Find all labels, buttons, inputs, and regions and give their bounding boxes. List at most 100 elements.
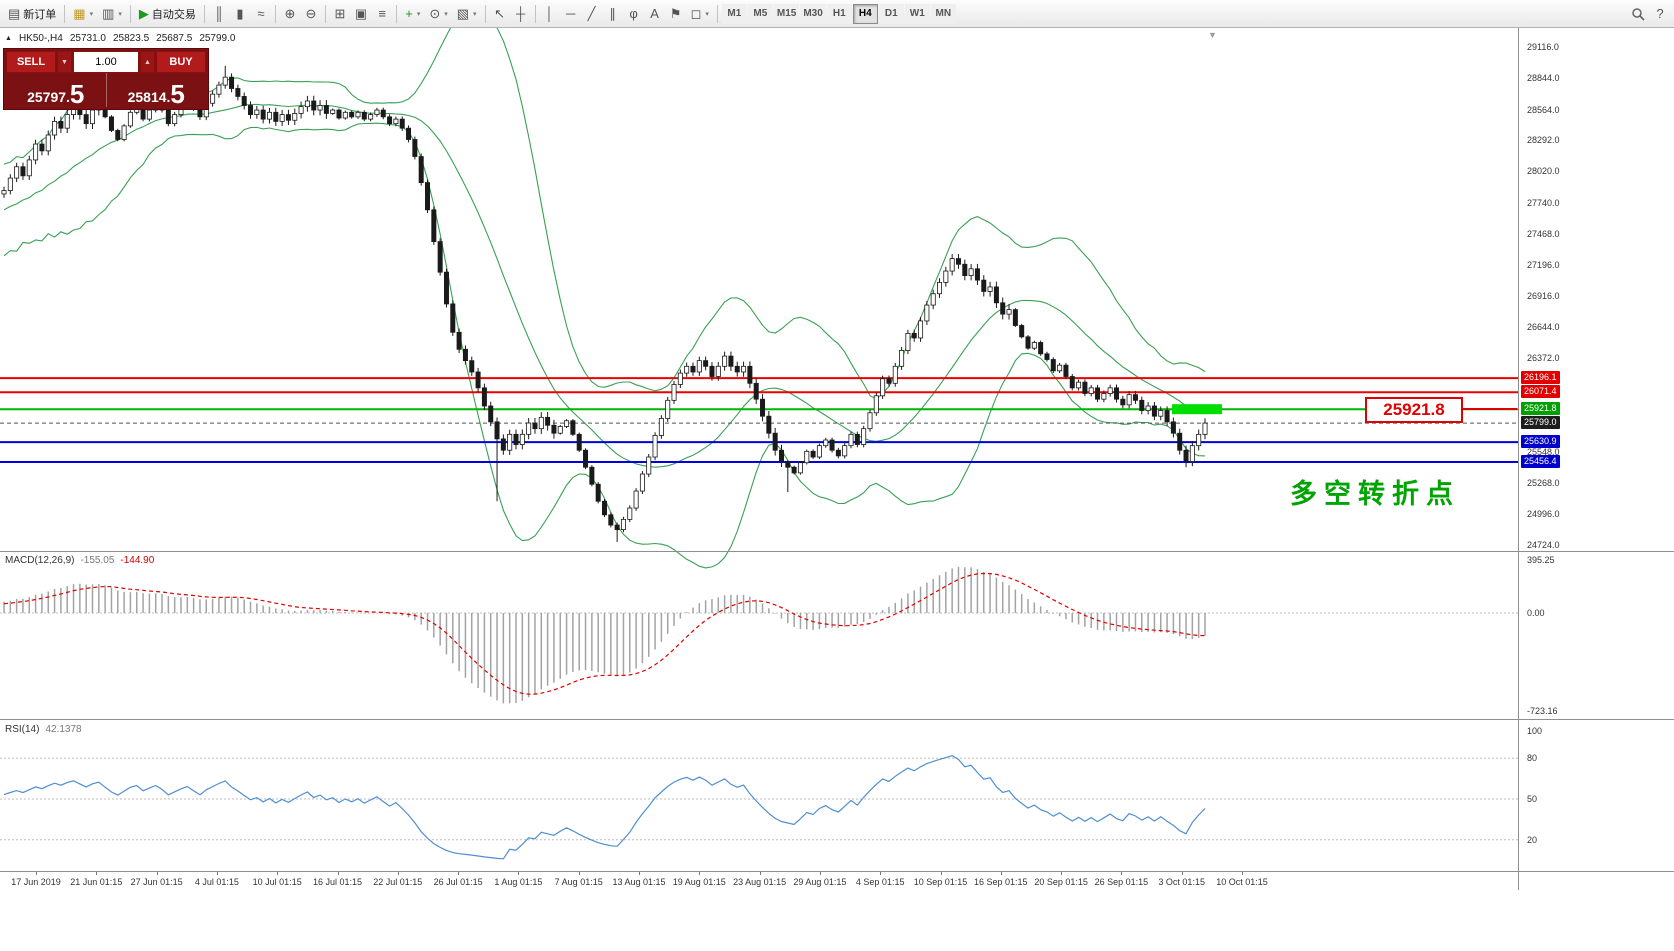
timeframe-w1-button[interactable]: W1 bbox=[904, 3, 930, 24]
volume-up-button[interactable]: ▲ bbox=[140, 51, 155, 73]
price-chart[interactable] bbox=[0, 28, 1518, 890]
profiles-icon: ▥ bbox=[102, 6, 115, 21]
play-icon: ▶ bbox=[138, 6, 149, 21]
time-axis-label: 23 Aug 01:15 bbox=[733, 877, 787, 887]
price-axis[interactable]: 29116.0 28844.0 28564.0 28292.0 28020.0 27740… bbox=[1518, 28, 1674, 890]
crosshair-tool-button[interactable]: ┼ bbox=[511, 3, 531, 25]
price-callout-label[interactable]: 25921.8 bbox=[1365, 397, 1463, 423]
volume-down-button[interactable]: ▼ bbox=[57, 51, 72, 73]
toolbar-separator bbox=[324, 4, 326, 23]
new-chart-icon: ▦ bbox=[73, 6, 86, 21]
candlestick-chart-button[interactable]: ▮ bbox=[230, 3, 250, 25]
pane-separator[interactable] bbox=[0, 551, 1674, 552]
sell-price-big-digit: 5 bbox=[69, 78, 85, 109]
price-axis-label: 25268.0 bbox=[1527, 478, 1560, 489]
search-icon bbox=[1632, 7, 1645, 21]
template-icon: ▧ bbox=[456, 6, 470, 21]
chart-shift-marker[interactable]: ▼ bbox=[1208, 30, 1217, 40]
sell-price[interactable]: 25797. 5 bbox=[6, 73, 106, 107]
tile-windows-button[interactable]: ⊞ bbox=[330, 3, 350, 25]
shapes-tool-button[interactable]: ◻ ▾ bbox=[687, 3, 713, 25]
vertical-line-tool-button[interactable]: │ bbox=[540, 3, 560, 25]
highlight-zone-rectangle[interactable] bbox=[1172, 404, 1222, 415]
indicators-button[interactable]: + ▾ bbox=[401, 3, 424, 25]
profiles-button[interactable]: ▥ ▾ bbox=[98, 3, 126, 25]
pane-separator[interactable] bbox=[0, 871, 1674, 872]
new-chart-button[interactable]: ▦ ▾ bbox=[69, 3, 97, 25]
timeframe-mn-button[interactable]: MN bbox=[930, 3, 956, 24]
price-axis-label: 26916.0 bbox=[1527, 291, 1560, 302]
time-axis-label: 7 Aug 01:15 bbox=[554, 877, 603, 887]
bollinger-lower bbox=[3, 122, 1206, 569]
cursor-icon: ↖ bbox=[494, 6, 506, 21]
macd-signal-line bbox=[3, 572, 1206, 695]
cursor-tool-button[interactable]: ↖ bbox=[490, 3, 510, 25]
bollinger-middle bbox=[3, 103, 1206, 468]
one-click-trading-panel: SELL ▼ ▲ BUY 25797. 5 25814. 5 bbox=[3, 48, 209, 110]
macd-main-value: -155.05 bbox=[80, 555, 115, 566]
time-axis-label: 13 Aug 01:15 bbox=[612, 877, 666, 887]
new-order-button[interactable]: ▤ 新订单 bbox=[4, 3, 60, 25]
timeframe-m15-button[interactable]: M15 bbox=[773, 3, 800, 24]
new-order-label: 新订单 bbox=[23, 8, 57, 21]
trendline-icon: ╱ bbox=[587, 6, 596, 21]
open-value: 25731.0 bbox=[69, 33, 106, 44]
price-axis-label: 29116.0 bbox=[1527, 42, 1559, 52]
toolbar-separator bbox=[716, 4, 718, 23]
time-axis-label: 27 Jun 01:15 bbox=[130, 877, 183, 887]
timeframe-h4-button[interactable]: H4 bbox=[852, 3, 878, 24]
line-chart-icon: ≈ bbox=[257, 6, 265, 21]
search-button[interactable] bbox=[1627, 3, 1649, 25]
time-axis-label: 22 Jul 01:15 bbox=[373, 877, 423, 887]
trendline-tool-button[interactable]: ╱ bbox=[582, 3, 602, 25]
timeframe-m1-button[interactable]: M1 bbox=[721, 3, 747, 24]
time-axis-tick bbox=[759, 872, 761, 875]
templates-button[interactable]: ▧ ▾ bbox=[453, 3, 481, 25]
time-axis-tick bbox=[397, 872, 399, 875]
help-button[interactable]: ? bbox=[1650, 3, 1670, 25]
volume-input[interactable] bbox=[73, 51, 139, 73]
arrange-windows-button[interactable]: ≡ bbox=[372, 3, 392, 25]
time-axis-label: 20 Sep 01:15 bbox=[1034, 877, 1088, 887]
bar-chart-button[interactable]: ║ bbox=[209, 3, 229, 25]
price-axis-label: 26372.0 bbox=[1527, 353, 1560, 364]
cascade-windows-button[interactable]: ▣ bbox=[351, 3, 371, 25]
price-axis-label: 24996.0 bbox=[1527, 509, 1560, 520]
macd-signal-value: -144.90 bbox=[120, 555, 155, 566]
chart-text-annotation[interactable]: 多空转折点 bbox=[1290, 479, 1460, 509]
chevron-down-icon: ▾ bbox=[444, 10, 448, 18]
channel-tool-button[interactable]: ∥ bbox=[603, 3, 623, 25]
time-axis-label: 21 Jun 01:15 bbox=[70, 877, 123, 887]
timeframe-m30-button[interactable]: M30 bbox=[800, 3, 826, 24]
time-axis-label: 3 Oct 01:15 bbox=[1158, 877, 1205, 887]
sell-button[interactable]: SELL bbox=[6, 51, 56, 73]
auto-trading-button[interactable]: ▶ 自动交易 bbox=[135, 3, 200, 25]
zoom-in-button[interactable]: ⊕ bbox=[280, 3, 300, 25]
text-tool-button[interactable]: A bbox=[645, 3, 665, 25]
high-value: 25823.5 bbox=[113, 33, 150, 44]
chart-ohlc-header: ▲ HK50-,H4 25731.0 25823.5 25687.5 25799… bbox=[5, 33, 235, 44]
timeframe-m5-button[interactable]: M5 bbox=[747, 3, 773, 24]
pane-separator[interactable] bbox=[0, 719, 1674, 720]
buy-price[interactable]: 25814. 5 bbox=[105, 73, 207, 107]
zoom-out-button[interactable]: ⊖ bbox=[301, 3, 321, 25]
bar-chart-icon: ║ bbox=[214, 6, 224, 21]
time-axis-label: 4 Sep 01:15 bbox=[855, 877, 905, 887]
label-tool-button[interactable]: ⚑ bbox=[666, 3, 686, 25]
toolbar-separator bbox=[274, 4, 276, 23]
buy-button[interactable]: BUY bbox=[156, 51, 206, 73]
auto-trading-label: 自动交易 bbox=[151, 8, 196, 21]
price-tag: 25921.8 bbox=[1521, 402, 1560, 416]
rsi-axis-label: 100 bbox=[1527, 726, 1543, 736]
time-axis[interactable]: 17 Jun 2019 21 Jun 01:15 27 Jun 01:15 4 Jul… bbox=[0, 872, 1518, 890]
horizontal-line-tool-button[interactable]: ─ bbox=[561, 3, 581, 25]
fibonacci-tool-button[interactable]: φ bbox=[624, 3, 644, 25]
periods-button[interactable]: ⊙ ▾ bbox=[425, 3, 451, 25]
timeframe-h1-button[interactable]: H1 bbox=[826, 3, 852, 24]
rsi-axis-label: 80 bbox=[1527, 753, 1538, 764]
line-chart-button[interactable]: ≈ bbox=[251, 3, 271, 25]
timeframe-d1-button[interactable]: D1 bbox=[878, 3, 904, 24]
cascade-windows-icon: ▣ bbox=[354, 6, 368, 21]
time-axis-label: 16 Sep 01:15 bbox=[974, 877, 1028, 887]
